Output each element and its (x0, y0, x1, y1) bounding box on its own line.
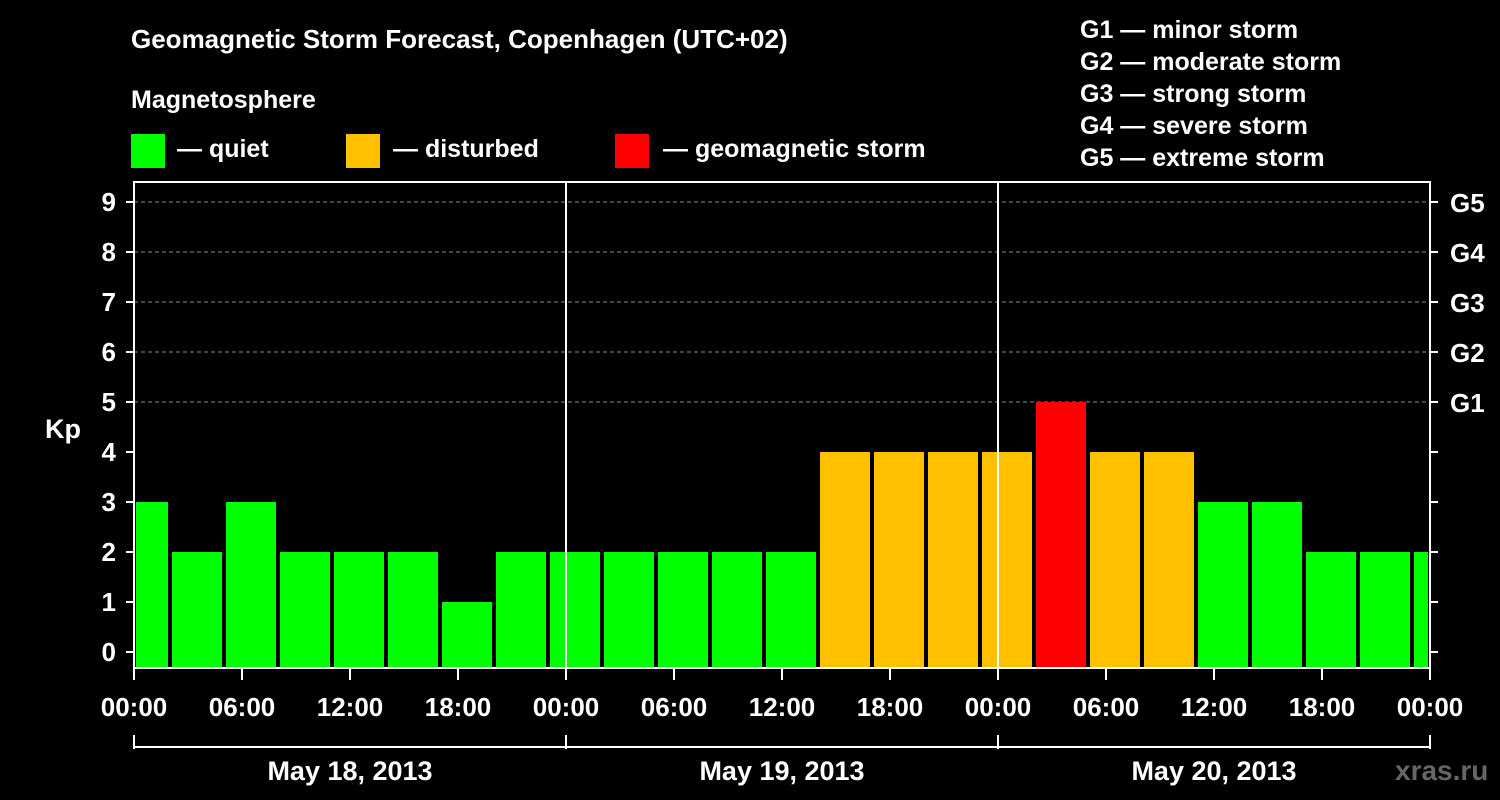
legend-label-disturbed: — disturbed (393, 135, 539, 163)
x-tick-label: 06:00 (209, 692, 276, 722)
y-tick-label: 5 (102, 387, 116, 417)
kp-bar (874, 452, 924, 668)
y-tick-label: 0 (102, 637, 116, 667)
watermark: xras.ru (1395, 755, 1489, 786)
x-tick-label: 18:00 (857, 692, 924, 722)
y-tick-label: 3 (102, 487, 116, 517)
legend-swatch-storm (615, 134, 649, 168)
kp-bar (496, 552, 546, 668)
kp-bar (604, 552, 654, 668)
kp-bar (658, 552, 708, 668)
g-scale-tick-label: G4 (1450, 238, 1485, 268)
x-tick-label: 12:00 (317, 692, 384, 722)
kp-bar (550, 552, 600, 668)
g-scale-item: G3 — strong storm (1080, 80, 1307, 108)
kp-bar (928, 452, 978, 668)
y-tick-label: 1 (102, 587, 116, 617)
x-tick-label: 00:00 (533, 692, 600, 722)
kp-bar (136, 502, 168, 668)
y-tick-label: 8 (102, 237, 116, 267)
x-tick-label: 12:00 (749, 692, 816, 722)
kp-bar (1360, 552, 1410, 668)
g-scale-item: G1 — minor storm (1080, 16, 1299, 44)
kp-bar (982, 452, 1032, 668)
g-scale-tick-label: G3 (1450, 288, 1485, 318)
legend-label-quiet: — quiet (177, 135, 269, 163)
chart-title: Geomagnetic Storm Forecast, Copenhagen (… (131, 24, 788, 54)
g-scale-legend: G1 — minor storm G2 — moderate storm G3 … (1080, 14, 1341, 174)
y-axis-label: Kp (45, 414, 81, 444)
x-tick-label: 00:00 (1397, 692, 1464, 722)
y-tick-label: 2 (102, 537, 116, 567)
y-tick-label: 9 (102, 187, 116, 217)
legend-swatch-disturbed (346, 134, 380, 168)
g-scale-item: G2 — moderate storm (1080, 48, 1342, 76)
kp-bar (1036, 402, 1086, 668)
g-scale-tick-label: G2 (1450, 338, 1485, 368)
g-scale-item: G5 — extreme storm (1080, 144, 1325, 172)
kp-bar (334, 552, 384, 668)
kp-bar (820, 452, 870, 668)
x-tick-label: 00:00 (101, 692, 168, 722)
day-label: May 19, 2013 (699, 756, 864, 786)
kp-bar (280, 552, 330, 668)
x-tick-label: 00:00 (965, 692, 1032, 722)
legend-heading: Magnetosphere (131, 86, 316, 114)
kp-bar (388, 552, 438, 668)
legend-label-storm: — geomagnetic storm (663, 135, 926, 163)
x-tick-label: 06:00 (1073, 692, 1140, 722)
y-tick-label: 4 (102, 437, 117, 467)
y-tick-label: 7 (102, 287, 116, 317)
x-tick-label: 12:00 (1181, 692, 1248, 722)
kp-bar (1252, 502, 1302, 668)
x-tick-label: 18:00 (1289, 692, 1356, 722)
kp-bar (226, 502, 276, 668)
g-scale-tick-label: G1 (1450, 388, 1485, 418)
y-tick-label: 6 (102, 337, 116, 367)
day-label: May 20, 2013 (1131, 756, 1296, 786)
g-scale-tick-label: G5 (1450, 188, 1485, 218)
g-scale-item: G4 — severe storm (1080, 112, 1308, 140)
kp-bar (1090, 452, 1140, 668)
kp-bar (766, 552, 816, 668)
kp-bar (712, 552, 762, 668)
day-label: May 18, 2013 (267, 756, 432, 786)
legend-swatch-quiet (131, 134, 165, 168)
kp-bar (442, 602, 492, 668)
kp-bar (1144, 452, 1194, 668)
x-tick-label: 06:00 (641, 692, 708, 722)
kp-bar (1306, 552, 1356, 668)
kp-bar (1198, 502, 1248, 668)
kp-bar (172, 552, 222, 668)
x-tick-label: 18:00 (425, 692, 492, 722)
kp-bar (1414, 552, 1428, 668)
